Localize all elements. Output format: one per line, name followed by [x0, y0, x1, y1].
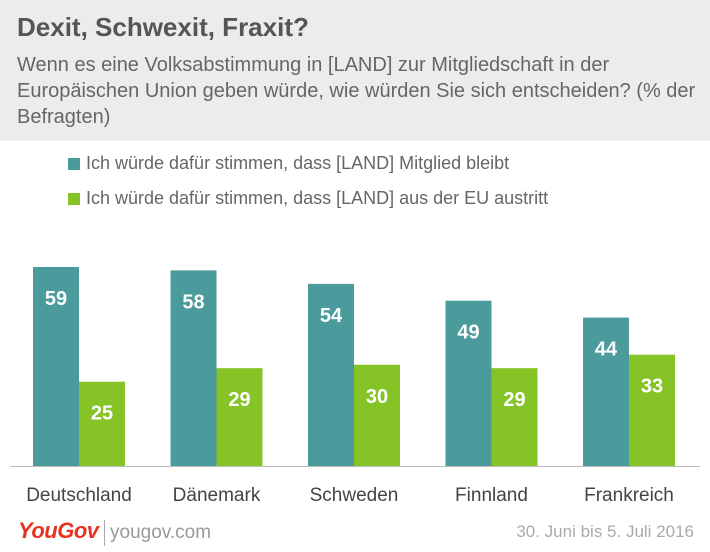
bar-value-label: 54	[320, 305, 343, 327]
legend-swatch-leave	[68, 193, 80, 205]
bar-leave-3	[491, 368, 538, 466]
header-panel: Dexit, Schwexit, Fraxit? Wenn es eine Vo…	[0, 0, 710, 141]
yougov-logo: YouGov	[18, 518, 99, 543]
bar-value-label: 49	[457, 322, 479, 344]
legend-label-leave: Ich würde dafür stimmen, dass [LAND] aus…	[86, 188, 549, 208]
legend-label-remain: Ich würde dafür stimmen, dass [LAND] Mit…	[86, 153, 510, 173]
bar-leave-1	[216, 368, 263, 466]
bar-value-label: 58	[182, 291, 204, 313]
bar-remain-3	[445, 300, 492, 466]
bar-value-label: 44	[595, 339, 618, 361]
bar-leave-2	[354, 364, 400, 466]
bar-value-label: 25	[91, 403, 113, 425]
bar-remain-0	[33, 267, 79, 466]
survey-date: 30. Juni bis 5. Juli 2016	[516, 522, 694, 541]
bar-value-label: 30	[366, 386, 388, 408]
bar-remain-4	[583, 317, 629, 466]
category-label: Schweden	[310, 485, 399, 506]
bar-remain-1	[170, 270, 217, 466]
chart-subtitle: Wenn es eine Volksabstimmung in [LAND] z…	[17, 54, 696, 128]
bar-value-label: 29	[503, 389, 525, 411]
legend-swatch-remain	[68, 158, 80, 170]
bar-value-label: 59	[45, 288, 67, 310]
bar-remain-2	[308, 283, 354, 466]
category-label: Finnland	[455, 485, 528, 506]
yougov-site-link[interactable]: yougov.com	[110, 522, 212, 543]
category-label: Deutschland	[26, 485, 132, 506]
footer-separator	[104, 520, 105, 546]
bar-value-label: 29	[228, 389, 250, 411]
chart-title: Dexit, Schwexit, Fraxit?	[17, 12, 309, 42]
bar-leave-0	[79, 381, 125, 466]
bar-chart: 59 25 Deutschland 58 29 Dänemark 54 30 Schweden 4…	[10, 267, 700, 506]
bar-value-label: 33	[641, 376, 663, 398]
category-label: Dänemark	[173, 485, 261, 506]
bar-leave-4	[629, 354, 675, 466]
category-label: Frankreich	[584, 485, 674, 506]
